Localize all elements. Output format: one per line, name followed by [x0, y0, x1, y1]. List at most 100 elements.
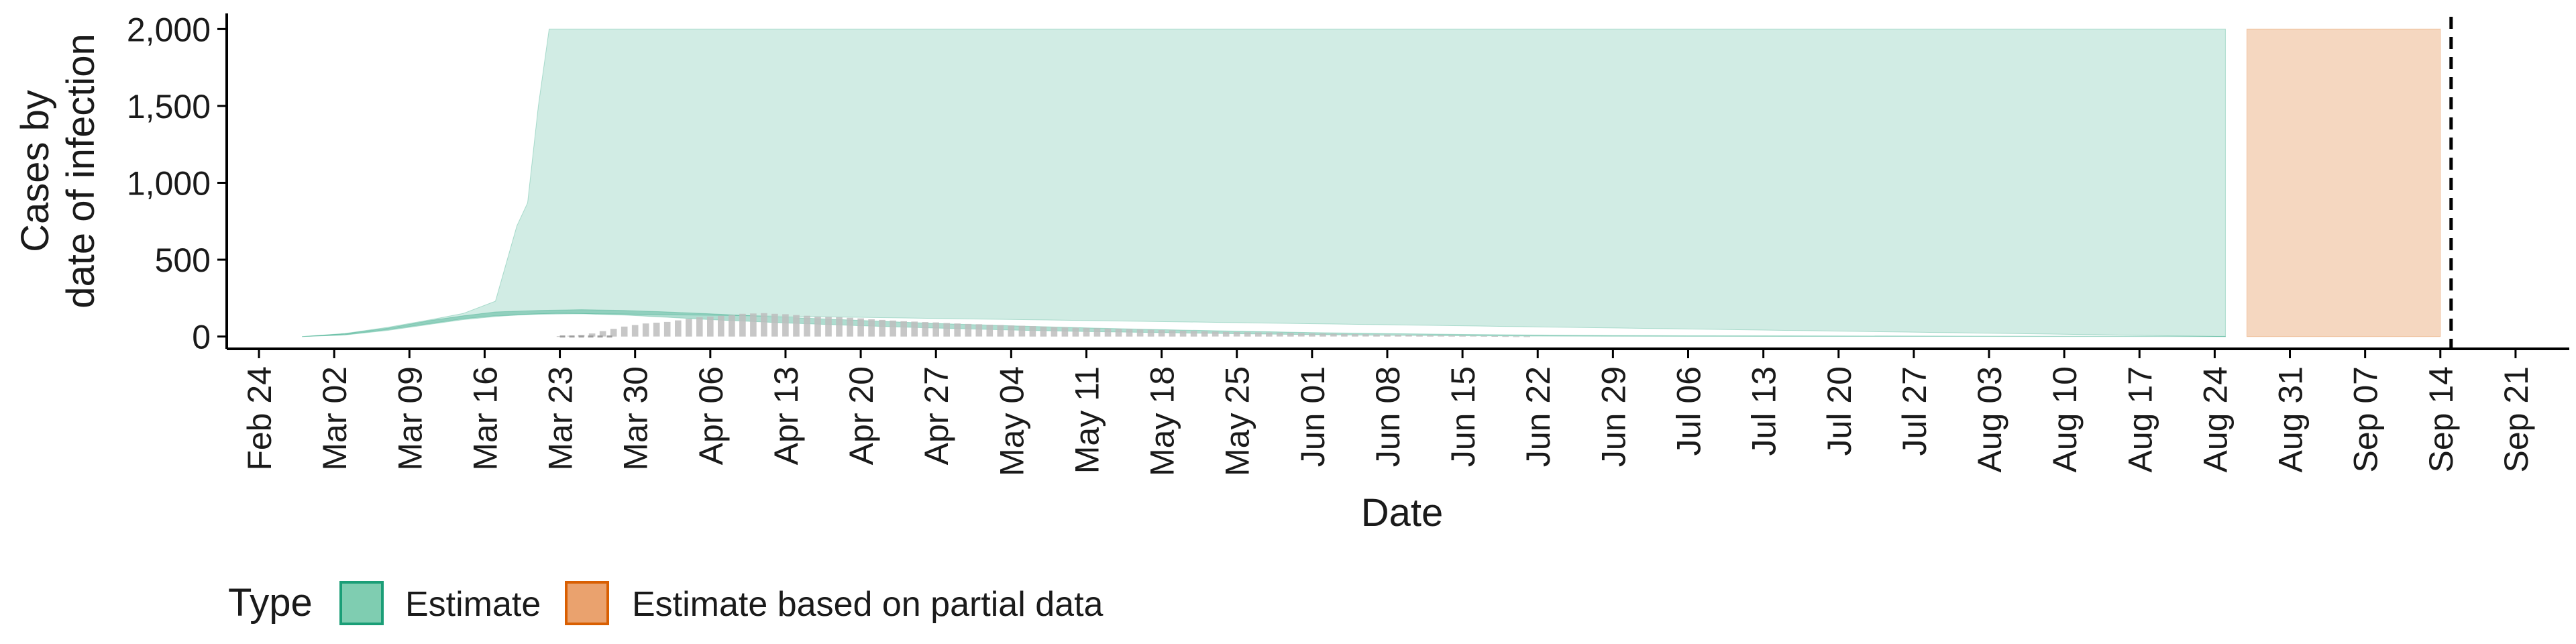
x-tick-label: Jun 15 — [1444, 366, 1482, 467]
reported-case-bar — [1158, 330, 1165, 337]
x-tick-label: Jul 20 — [1821, 366, 1858, 455]
reported-case-bar — [1040, 326, 1047, 337]
x-tick-label: Mar 16 — [466, 366, 504, 471]
reported-case-bar — [782, 314, 789, 337]
y-tick-label: 2,000 — [127, 11, 211, 48]
reported-case-bar — [1502, 336, 1509, 337]
reported-case-bar — [707, 316, 714, 337]
x-tick-label: May 18 — [1144, 366, 1181, 476]
reported-case-bar — [943, 323, 950, 337]
x-tick-label: Mar 02 — [316, 366, 354, 471]
legend-swatch-estimate — [339, 581, 384, 625]
reported-case-bar — [1051, 327, 1058, 337]
reported-case-bar — [997, 325, 1004, 337]
reported-case-bar — [1179, 331, 1187, 337]
reported-case-bar — [1190, 331, 1197, 337]
reported-case-bar — [793, 315, 800, 337]
legend-label-estimate: Estimate — [405, 585, 541, 624]
x-tick-label: Apr 06 — [692, 366, 730, 465]
reported-case-bar — [911, 321, 918, 337]
reported-case-bar — [1115, 329, 1122, 337]
x-tick-label: Sep 14 — [2422, 366, 2460, 472]
reported-case-bar — [1362, 334, 1369, 337]
reported-case-bar — [718, 315, 724, 337]
reported-case-bar — [1491, 336, 1498, 337]
reported-case-bar — [1448, 335, 1455, 337]
reported-case-bar — [1083, 327, 1090, 337]
reported-case-bar — [1061, 327, 1069, 337]
reported-case-bar — [922, 322, 928, 337]
y-axis-title-line-2: date of infection — [59, 34, 103, 309]
legend-title: Type — [228, 581, 313, 625]
x-tick-label: May 25 — [1219, 366, 1256, 476]
reported-case-bar — [696, 317, 703, 337]
reported-case-bar — [1373, 334, 1380, 337]
x-tick-label: Jul 13 — [1746, 366, 1783, 455]
reported-case-bar — [771, 313, 778, 337]
y-tick-label: 500 — [155, 241, 211, 279]
reported-case-bar — [1147, 329, 1155, 337]
reported-case-bar — [1298, 333, 1305, 337]
reported-case-bar — [814, 316, 821, 337]
y-tick-label: 1,500 — [127, 88, 211, 125]
reported-case-bar — [588, 333, 596, 337]
reported-case-bar — [675, 320, 682, 337]
reported-case-bar — [986, 325, 994, 337]
reported-case-bar — [599, 331, 606, 337]
reported-case-bar — [610, 329, 617, 337]
reported-case-bar — [1104, 328, 1112, 337]
series-band-1 — [302, 28, 2226, 337]
x-tick-label: Apr 27 — [918, 366, 955, 465]
reported-case-bar — [663, 321, 671, 337]
reported-case-bar — [1126, 329, 1133, 337]
series-band-2 — [302, 309, 2226, 337]
reported-case-bar — [1481, 335, 1487, 337]
x-tick-label: May 11 — [1069, 366, 1106, 474]
x-tick-label: Aug 10 — [2046, 366, 2084, 472]
reported-case-bar — [965, 323, 972, 337]
legend-swatch-partial — [565, 581, 609, 625]
reported-case-bar — [1212, 331, 1219, 337]
reported-case-bar — [1395, 334, 1401, 337]
reported-case-bar — [1201, 331, 1208, 337]
reported-case-bar — [1320, 333, 1326, 337]
reported-case-bar — [1438, 335, 1444, 337]
reported-case-bar — [1384, 334, 1391, 337]
x-tick-label: Sep 21 — [2498, 366, 2535, 472]
reported-case-bar — [1309, 333, 1316, 337]
x-tick-label: Mar 23 — [542, 366, 580, 471]
reported-case-bar — [1405, 335, 1412, 337]
x-tick-label: Jun 29 — [1595, 366, 1632, 467]
x-tick-label: Aug 31 — [2272, 366, 2310, 472]
x-tick-label: Feb 24 — [241, 366, 278, 471]
x-tick-label: Aug 03 — [1971, 366, 2008, 472]
reported-case-bar — [1459, 335, 1466, 337]
legend-label-partial: Estimate based on partial data — [632, 585, 1104, 624]
reported-case-bar — [857, 318, 864, 337]
axes: 0 500 1,000 1,500 2,000 Feb 24 Mar 02 Mar 09 Mar… — [127, 11, 2569, 476]
reported-case-bar — [1330, 333, 1337, 337]
reported-case-bar — [1352, 334, 1358, 337]
reported-case-bar — [1427, 335, 1434, 337]
reported-case-bar — [642, 323, 649, 337]
reported-case-bar — [1416, 335, 1423, 337]
reported-case-bar — [1233, 332, 1240, 337]
reported-case-bar — [890, 320, 896, 337]
reported-case-bar — [1093, 328, 1101, 337]
x-tick-label: Sep 07 — [2347, 366, 2385, 472]
reported-case-bar — [1244, 332, 1251, 337]
x-tick-label: Jun 01 — [1294, 366, 1332, 467]
reported-case-bar — [1287, 333, 1294, 337]
reported-case-bar — [954, 323, 961, 337]
reported-case-bar — [847, 317, 853, 337]
reported-case-bar — [653, 323, 660, 337]
reported-case-bar — [750, 313, 757, 337]
reported-case-bar — [1341, 333, 1348, 337]
y-tick-label: 1,000 — [127, 165, 211, 203]
x-tick-label: Apr 20 — [843, 366, 880, 465]
reported-case-bar — [1470, 335, 1477, 337]
reported-case-bar — [1072, 327, 1079, 337]
x-axis-title: Date — [1361, 491, 1444, 535]
reported-case-bar — [932, 322, 939, 337]
